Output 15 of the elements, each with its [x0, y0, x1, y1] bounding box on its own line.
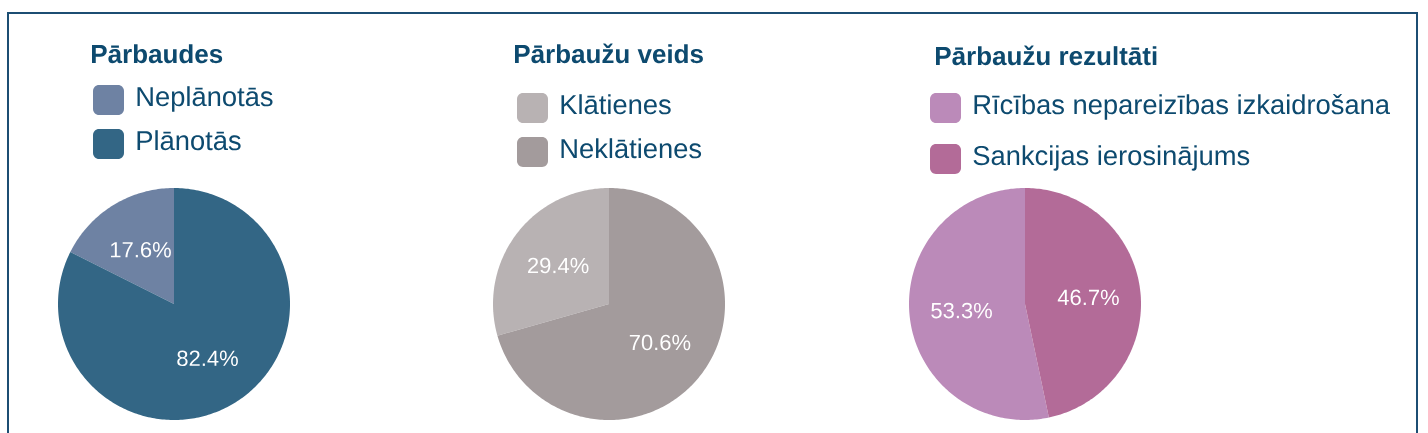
data-label: 53.3%: [931, 302, 992, 319]
legend-label: Sankcijas ierosinājums: [973, 145, 1250, 171]
chart-title: Pārbaužu rezultāti: [936, 45, 1157, 66]
legend-label: Rīcības nepareizības izkaidrošana: [974, 94, 1391, 120]
chart-title: Pārbaužu veids: [515, 43, 703, 64]
chart-title: Pārbaudes: [92, 44, 223, 64]
data-label: 82.4%: [177, 350, 238, 367]
legend-label: Neplānotās: [137, 86, 273, 112]
legend-label: Neklātienes: [561, 138, 702, 159]
legend-label: Klātienes: [561, 94, 671, 115]
legend-label: Plānotās: [137, 130, 241, 151]
data-label: 70.6%: [629, 334, 691, 351]
data-label: 46.7%: [1057, 289, 1119, 306]
data-label: 29.4%: [528, 257, 589, 274]
data-label: 17.6%: [110, 241, 171, 258]
